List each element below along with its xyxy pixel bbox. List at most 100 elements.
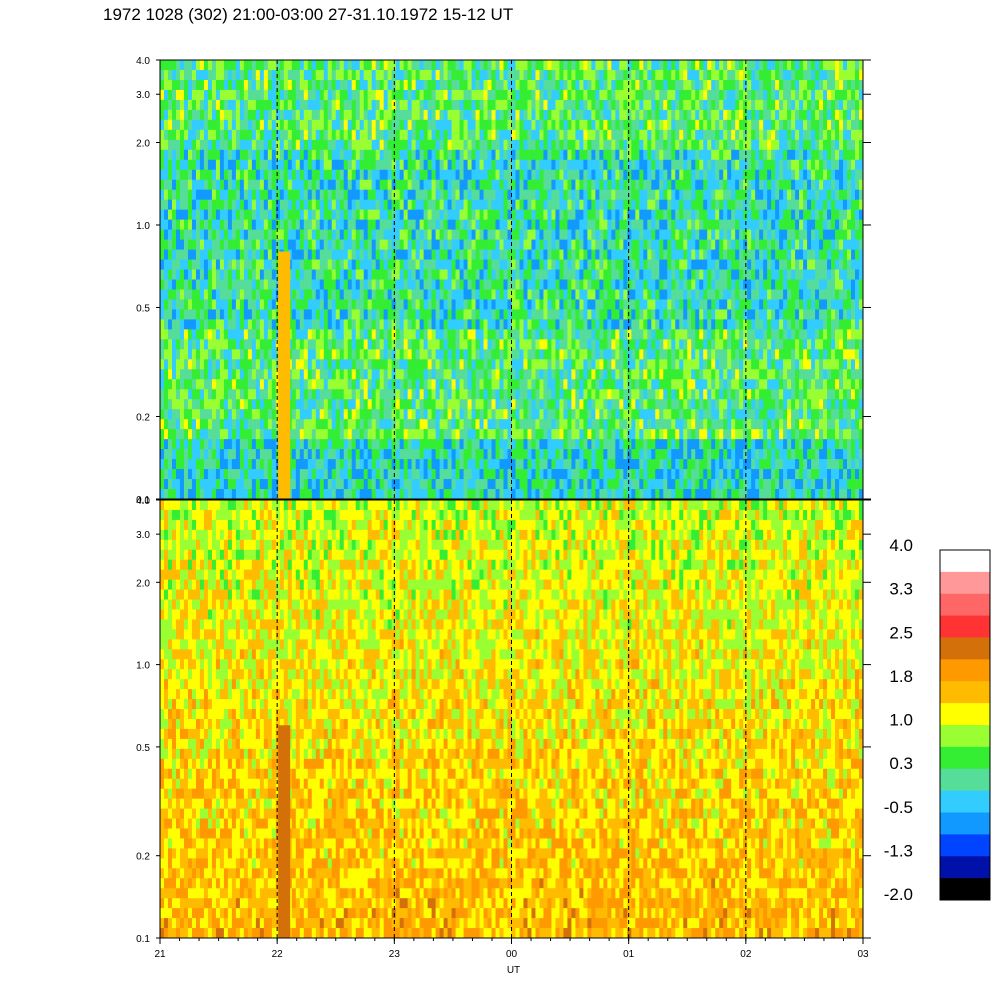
- upper-heatmap-cell: [235, 169, 241, 181]
- upper-heatmap-cell: [435, 139, 441, 151]
- upper-heatmap-cell: [583, 269, 588, 280]
- upper-heatmap-cell: [291, 319, 297, 330]
- upper-heatmap-cell: [383, 329, 389, 340]
- upper-heatmap-cell: [271, 229, 277, 241]
- upper-heatmap-cell: [523, 439, 528, 450]
- upper-heatmap-cell: [419, 199, 425, 211]
- upper-heatmap-cell: [603, 129, 608, 141]
- upper-heatmap-cell: [555, 269, 560, 280]
- upper-heatmap-cell: [539, 99, 544, 111]
- upper-heatmap-cell: [587, 239, 592, 251]
- upper-heatmap-cell: [483, 399, 489, 410]
- upper-heatmap-cell: [551, 199, 556, 211]
- upper-heatmap-cell: [271, 419, 277, 430]
- upper-heatmap-cell: [531, 119, 536, 131]
- upper-heatmap-cell: [515, 349, 520, 360]
- upper-heatmap-cell: [331, 269, 337, 280]
- upper-heatmap-cell: [251, 349, 257, 360]
- upper-heatmap-cell: [359, 369, 365, 380]
- upper-heatmap-cell: [411, 389, 417, 400]
- upper-heatmap-cell: [475, 169, 481, 181]
- upper-heatmap-cell: [391, 369, 397, 380]
- upper-heatmap-cell: [343, 139, 349, 151]
- upper-heatmap-cell: [579, 119, 584, 131]
- upper-heatmap-cell: [175, 369, 181, 380]
- upper-heatmap-cell: [303, 289, 309, 300]
- upper-heatmap-cell: [267, 109, 273, 121]
- upper-heatmap-cell: [387, 209, 393, 221]
- upper-heatmap-cell: [587, 269, 592, 280]
- upper-heatmap-cell: [499, 189, 505, 201]
- upper-heatmap-cell: [263, 239, 269, 251]
- upper-heatmap-cell: [319, 389, 325, 400]
- upper-heatmap-cell: [411, 209, 417, 221]
- upper-heatmap-cell: [227, 329, 233, 340]
- upper-heatmap-cell: [595, 279, 600, 290]
- upper-heatmap-cell: [215, 169, 221, 181]
- upper-heatmap-cell: [503, 279, 508, 290]
- upper-heatmap-cell: [563, 69, 568, 81]
- upper-heatmap-cell: [403, 60, 409, 71]
- upper-heatmap-cell: [275, 119, 281, 131]
- upper-heatmap-cell: [183, 439, 189, 450]
- upper-heatmap-cell: [331, 419, 337, 430]
- upper-heatmap-cell: [235, 289, 241, 300]
- upper-heatmap-cell: [163, 209, 169, 221]
- upper-heatmap-cell: [219, 109, 225, 121]
- upper-heatmap-cell: [327, 489, 333, 500]
- upper-heatmap-cell: [427, 89, 433, 101]
- upper-heatmap-cell: [179, 409, 185, 420]
- upper-heatmap-cell: [607, 60, 612, 71]
- upper-heatmap-cell: [239, 199, 245, 211]
- upper-heatmap-cell: [279, 99, 285, 111]
- upper-heatmap-cell: [531, 429, 536, 440]
- upper-heatmap-cell: [315, 479, 321, 490]
- upper-heatmap-cell: [247, 419, 253, 430]
- upper-heatmap-cell: [247, 129, 253, 141]
- upper-heatmap-cell: [267, 439, 273, 450]
- upper-heatmap-cell: [291, 189, 297, 201]
- upper-heatmap-cell: [551, 279, 556, 290]
- upper-heatmap-cell: [263, 259, 269, 271]
- upper-heatmap-cell: [427, 349, 433, 360]
- upper-heatmap-cell: [435, 209, 441, 221]
- upper-heatmap-cell: [531, 149, 536, 161]
- upper-heatmap-cell: [475, 329, 481, 340]
- upper-heatmap-cell: [459, 219, 465, 231]
- upper-heatmap-cell: [551, 439, 556, 450]
- upper-heatmap-cell: [391, 179, 397, 191]
- upper-heatmap-cell: [399, 419, 405, 430]
- upper-heatmap-cell: [483, 69, 489, 81]
- upper-heatmap-cell: [463, 329, 469, 340]
- upper-heatmap-cell: [443, 89, 449, 101]
- upper-heatmap-cell: [523, 399, 528, 410]
- upper-heatmap-cell: [491, 229, 497, 241]
- upper-heatmap-cell: [483, 439, 489, 450]
- upper-heatmap-cell: [575, 329, 580, 340]
- upper-heatmap-cell: [235, 79, 241, 91]
- upper-heatmap-cell: [271, 389, 277, 400]
- upper-heatmap-cell: [467, 369, 473, 380]
- upper-heatmap-cell: [575, 449, 580, 460]
- upper-heatmap-cell: [235, 429, 241, 440]
- upper-heatmap-cell: [423, 269, 429, 280]
- upper-heatmap-cell: [475, 419, 481, 430]
- upper-heatmap-cell: [591, 139, 596, 151]
- upper-heatmap-cell: [203, 119, 209, 131]
- upper-heatmap-cell: [243, 299, 249, 310]
- upper-heatmap-cell: [411, 119, 417, 131]
- upper-heatmap-cell: [319, 489, 325, 500]
- upper-heatmap-cell: [275, 319, 281, 330]
- upper-heatmap-cell: [547, 279, 552, 290]
- upper-heatmap-cell: [339, 399, 345, 410]
- upper-heatmap-cell: [323, 379, 329, 390]
- upper-heatmap-cell: [335, 399, 341, 410]
- upper-heatmap-cell: [435, 439, 441, 450]
- upper-heatmap-cell: [443, 429, 449, 440]
- upper-heatmap-cell: [535, 119, 540, 131]
- upper-heatmap-cell: [411, 439, 417, 450]
- upper-heatmap-cell: [235, 229, 241, 241]
- upper-heatmap-cell: [467, 359, 473, 370]
- upper-heatmap-cell: [335, 429, 341, 440]
- upper-heatmap-cell: [491, 159, 497, 171]
